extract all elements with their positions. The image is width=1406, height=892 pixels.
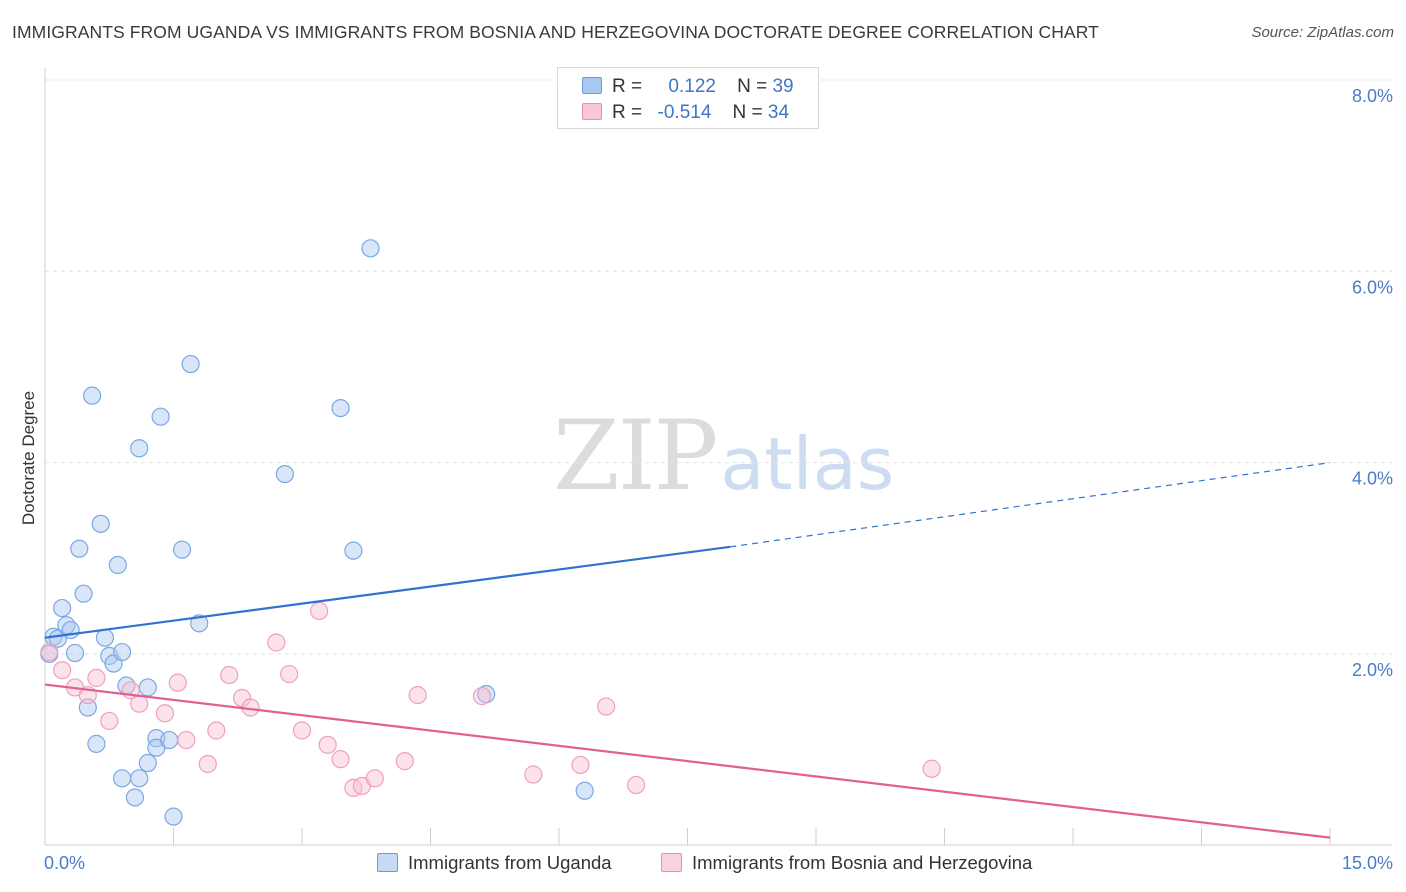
data-point xyxy=(207,721,226,740)
legend-row-bosnia: R = -0.514 N = 34 xyxy=(582,102,789,126)
bottom-legend-uganda: Immigrants from Uganda xyxy=(377,852,612,874)
y-tick-label: 6.0% xyxy=(1352,277,1393,297)
data-point xyxy=(292,721,312,740)
data-point xyxy=(65,643,85,663)
watermark-zip: ZIP xyxy=(553,400,718,512)
legend-swatch-bosnia xyxy=(582,103,602,120)
data-point xyxy=(151,407,170,426)
data-point xyxy=(112,642,132,662)
data-point xyxy=(125,788,145,807)
data-point xyxy=(267,633,286,652)
bottom-legend-label-bosnia: Immigrants from Bosnia and Herzegovina xyxy=(692,852,1033,873)
axes xyxy=(44,68,1392,846)
data-point xyxy=(164,807,183,826)
data-point xyxy=(130,439,149,458)
data-point xyxy=(318,735,337,754)
trend-line xyxy=(44,545,731,639)
data-point xyxy=(74,584,93,603)
trend-line xyxy=(44,683,1331,839)
data-points xyxy=(40,239,941,826)
data-point xyxy=(130,769,149,788)
data-point xyxy=(78,698,97,717)
data-point xyxy=(160,730,179,750)
watermark: ZIPatlas xyxy=(553,400,894,512)
data-point xyxy=(70,539,89,558)
data-point xyxy=(275,465,294,484)
x-tick-label: 0.0% xyxy=(44,853,85,873)
data-point xyxy=(40,642,59,662)
watermark-atlas: atlas xyxy=(720,422,895,506)
legend-r-value: -0.514 xyxy=(657,102,712,123)
data-point xyxy=(361,239,380,258)
legend-r-value: 0.122 xyxy=(668,76,716,97)
data-point xyxy=(177,730,196,750)
tick-labels: 2.0% 4.0% 6.0% 8.0% 0.0% 15.0% xyxy=(44,86,1393,873)
y-axis-label: Doctorate Degree xyxy=(19,391,38,525)
source-label: Source: ZipAtlas.com xyxy=(1251,24,1394,41)
data-point xyxy=(168,673,187,692)
data-point xyxy=(130,694,149,713)
data-point xyxy=(87,734,106,753)
chart-title: IMMIGRANTS FROM UGANDA VS IMMIGRANTS FRO… xyxy=(12,22,1099,42)
legend-n-label: N = xyxy=(737,76,768,97)
y-tick-label: 8.0% xyxy=(1352,86,1393,106)
data-point xyxy=(331,398,350,418)
data-point xyxy=(597,697,616,716)
legend-row-uganda: R = 0.122 N = 39 xyxy=(582,76,794,100)
data-point xyxy=(198,754,217,774)
data-point xyxy=(53,598,72,618)
x-tick-label: 15.0% xyxy=(1342,853,1393,873)
data-point xyxy=(138,678,157,697)
bottom-legend-label-uganda: Immigrants from Uganda xyxy=(408,852,612,873)
data-point xyxy=(100,711,119,731)
data-point xyxy=(172,540,192,559)
y-tick-label: 2.0% xyxy=(1352,660,1393,680)
data-point xyxy=(87,668,106,687)
data-point xyxy=(220,665,239,685)
stats-legend: R = 0.122 N = 39 R = -0.514 N = 34 xyxy=(557,67,819,129)
data-point xyxy=(138,753,157,773)
data-point xyxy=(91,514,110,533)
data-point xyxy=(280,664,299,684)
legend-n-value: 34 xyxy=(767,102,790,123)
legend-n-value: 39 xyxy=(772,76,794,97)
data-point xyxy=(524,765,543,784)
data-point xyxy=(181,354,200,374)
bottom-legend-bosnia: Immigrants from Bosnia and Herzegovina xyxy=(661,852,1032,874)
data-point xyxy=(83,386,102,405)
data-point xyxy=(365,769,384,788)
data-point xyxy=(395,752,414,771)
data-point xyxy=(408,685,427,705)
data-point xyxy=(53,661,72,680)
data-point xyxy=(155,704,175,723)
grid xyxy=(45,79,1392,655)
data-point xyxy=(571,755,590,775)
data-point xyxy=(344,541,363,560)
data-point xyxy=(575,781,594,800)
data-point xyxy=(331,750,350,769)
legend-r-label: R = xyxy=(612,102,643,123)
data-point xyxy=(626,775,646,795)
data-point xyxy=(112,769,132,788)
data-point xyxy=(108,555,127,575)
bottom-legend-swatch-uganda xyxy=(377,853,398,872)
legend-n-label: N = xyxy=(732,102,763,123)
data-point xyxy=(190,614,209,633)
trend-line-extension xyxy=(730,462,1331,548)
legend-r-label: R = xyxy=(612,76,643,97)
data-point xyxy=(922,759,941,778)
data-point xyxy=(95,628,115,647)
y-tick-label: 4.0% xyxy=(1352,469,1393,489)
trend-lines xyxy=(44,462,1331,839)
data-point xyxy=(310,601,329,621)
bottom-legend-swatch-bosnia xyxy=(661,853,682,872)
data-point xyxy=(472,686,491,706)
legend-swatch-uganda xyxy=(582,77,602,94)
